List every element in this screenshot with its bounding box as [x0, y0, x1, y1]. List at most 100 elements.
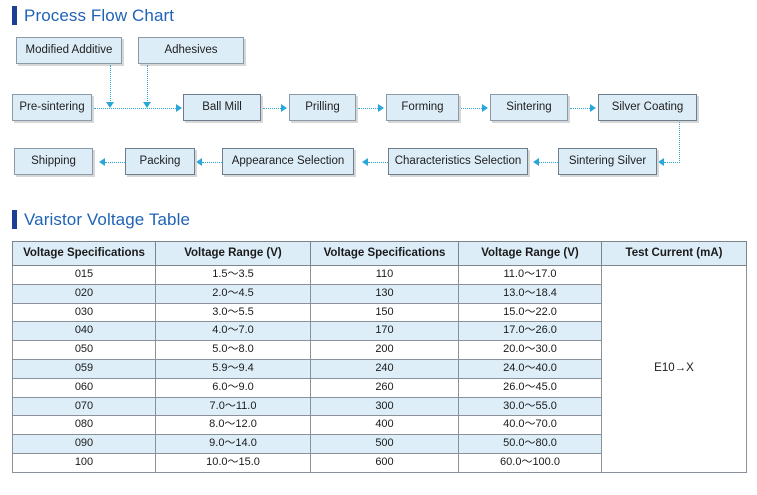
- cell-voltage-specification-a: 060: [12, 377, 156, 398]
- cell-voltage-range-b: 11.0～17.0: [458, 265, 602, 285]
- table-body: 015 1.5～3.5 110 11.0～17.0 E10→X 020 2.0～4.5 130…: [12, 265, 747, 473]
- connector-ball-mill-to-prilling: [263, 108, 281, 109]
- flow-box-label: Adhesives: [164, 43, 218, 56]
- flow-box-label: Sintering: [506, 100, 552, 113]
- voltage-table-container: Voltage Specifications Voltage Range (V)…: [12, 241, 747, 473]
- flow-box-shipping[interactable]: Shipping: [14, 148, 93, 175]
- flow-box-adhesives[interactable]: Adhesives: [138, 37, 244, 64]
- connector-silver-coating-down: [679, 122, 680, 163]
- column-header-voltage-range-b: Voltage Range (V): [458, 241, 602, 266]
- cell-voltage-range-b: 26.0～45.0: [458, 377, 602, 398]
- cell-voltage-range-a: 5.0～8.0: [155, 340, 311, 360]
- table-row: 030 3.0～5.5 150 15.0～22.0: [12, 302, 747, 323]
- connector-pre-sintering-to-ball-mill: [94, 108, 176, 109]
- flow-box-label: Ball Mill: [202, 100, 242, 113]
- flow-box-ball-mill[interactable]: Ball Mill: [183, 94, 261, 121]
- page-title: Process Flow Chart: [24, 5, 175, 25]
- flow-box-modified-additive[interactable]: Modified Additive: [16, 37, 122, 64]
- flow-box-silver-coating[interactable]: Silver Coating: [598, 94, 697, 121]
- cell-voltage-specification-b: 110: [310, 265, 459, 285]
- table-row: 100 10.0～15.0 600 60.0～100.0: [12, 452, 747, 473]
- cell-voltage-range-b: 60.0～100.0: [458, 452, 602, 473]
- cell-voltage-specification-a: 090: [12, 434, 156, 454]
- column-header-test-current: Test Current (mA): [601, 241, 747, 266]
- arrowhead-right-ball-mill: [176, 104, 182, 112]
- column-header-voltage-range-a: Voltage Range (V): [155, 241, 311, 266]
- flow-box-packing[interactable]: Packing: [125, 148, 195, 175]
- cell-voltage-range-b: 50.0～80.0: [458, 434, 602, 454]
- flow-box-label: Packing: [139, 154, 181, 167]
- cell-voltage-specification-b: 500: [310, 434, 459, 454]
- cell-voltage-range-b: 30.0～55.0: [458, 396, 602, 417]
- cell-voltage-specification-a: 070: [12, 396, 156, 417]
- cell-voltage-specification-b: 400: [310, 415, 459, 436]
- cell-voltage-range-a: 6.0～9.0: [155, 377, 311, 398]
- arrowhead-right-forming: [378, 104, 384, 112]
- flow-box-characteristics-selection[interactable]: Characteristics Selection: [388, 148, 528, 175]
- cell-voltage-range-a: 10.0～15.0: [155, 452, 311, 473]
- cell-voltage-range-b: 40.0～70.0: [458, 415, 602, 436]
- cell-voltage-range-b: 15.0～22.0: [458, 302, 602, 323]
- arrowhead-right-prilling: [281, 104, 287, 112]
- cell-voltage-range-a: 9.0～14.0: [155, 434, 311, 454]
- cell-voltage-specification-b: 240: [310, 358, 459, 379]
- cell-voltage-specification-a: 040: [12, 321, 156, 342]
- column-header-voltage-specifications-a: Voltage Specifications: [12, 241, 156, 266]
- connector-appearance-to-packing: [202, 162, 222, 163]
- cell-voltage-specification-b: 600: [310, 452, 459, 473]
- connector-modified-additive-to-line: [110, 65, 111, 103]
- process-flow-diagram: Modified Additive Adhesives Pre-sinterin…: [0, 28, 757, 193]
- arrowhead-right-sintering: [482, 104, 488, 112]
- cell-voltage-range-b: 17.0～26.0: [458, 321, 602, 342]
- flow-box-label: Characteristics Selection: [394, 154, 522, 167]
- connector-sintering-to-silver-coating: [570, 108, 590, 109]
- column-header-voltage-specifications-b: Voltage Specifications: [310, 241, 459, 266]
- flow-box-label: Pre-sintering: [19, 100, 85, 113]
- flow-box-label: Sintering Silver: [568, 154, 647, 167]
- flow-box-forming[interactable]: Forming: [386, 94, 459, 121]
- cell-voltage-specification-b: 260: [310, 377, 459, 398]
- cell-voltage-specification-b: 130: [310, 283, 459, 304]
- flow-box-sintering-silver[interactable]: Sintering Silver: [558, 148, 657, 175]
- cell-voltage-range-a: 8.0～12.0: [155, 415, 311, 436]
- connector-characteristics-to-appearance: [368, 162, 388, 163]
- cell-voltage-specification-b: 200: [310, 340, 459, 360]
- connector-prilling-to-forming: [358, 108, 378, 109]
- cell-voltage-range-a: 1.5～3.5: [155, 265, 311, 285]
- cell-voltage-range-a: 4.0～7.0: [155, 321, 311, 342]
- table-row: 050 5.0～8.0 200 20.0～30.0: [12, 340, 747, 360]
- arrowhead-left-appearance-selection: [362, 158, 368, 166]
- flow-box-pre-sintering[interactable]: Pre-sintering: [12, 94, 92, 121]
- varistor-voltage-table: Voltage Specifications Voltage Range (V)…: [12, 241, 747, 473]
- connector-forming-to-sintering: [461, 108, 482, 109]
- flow-box-label: Modified Additive: [25, 43, 113, 56]
- table-row: 090 9.0～14.0 500 50.0～80.0: [12, 434, 747, 454]
- table-row: 015 1.5～3.5 110 11.0～17.0 E10→X: [12, 265, 747, 473]
- arrowhead-right-silver-coating: [590, 104, 596, 112]
- cell-voltage-specification-b: 170: [310, 321, 459, 342]
- heading-accent-bar: [12, 5, 17, 25]
- flow-box-label: Forming: [401, 100, 444, 113]
- arrowhead-down-adhesives: [143, 102, 151, 108]
- table-row: 059 5.9～9.4 240 24.0～40.0: [12, 358, 747, 379]
- section-title: Varistor Voltage Table: [24, 209, 191, 229]
- flow-box-label: Shipping: [31, 154, 76, 167]
- connector-wrap-to-sintering-silver: [664, 162, 680, 163]
- cell-voltage-specification-a: 050: [12, 340, 156, 360]
- cell-voltage-specification-a: 030: [12, 302, 156, 323]
- connector-sintering-silver-to-characteristics: [539, 162, 558, 163]
- heading-accent-bar: [12, 209, 17, 229]
- flow-box-prilling[interactable]: Prilling: [289, 94, 356, 121]
- arrowhead-left-packing: [196, 158, 202, 166]
- cell-voltage-specification-a: 100: [12, 452, 156, 473]
- table-row: 020 2.0～4.5 130 13.0～18.4: [12, 283, 747, 304]
- cell-voltage-range-a: 5.9～9.4: [155, 358, 311, 379]
- cell-voltage-range-b: 20.0～30.0: [458, 340, 602, 360]
- connector-adhesives-to-line: [147, 65, 148, 103]
- cell-voltage-range-b: 13.0～18.4: [458, 283, 602, 304]
- arrowhead-left-sintering-silver: [658, 158, 664, 166]
- flow-box-appearance-selection[interactable]: Appearance Selection: [222, 148, 354, 175]
- cell-voltage-range-b: 24.0～40.0: [458, 358, 602, 379]
- table-row: 080 8.0～12.0 400 40.0～70.0: [12, 415, 747, 436]
- flow-box-sintering[interactable]: Sintering: [490, 94, 568, 121]
